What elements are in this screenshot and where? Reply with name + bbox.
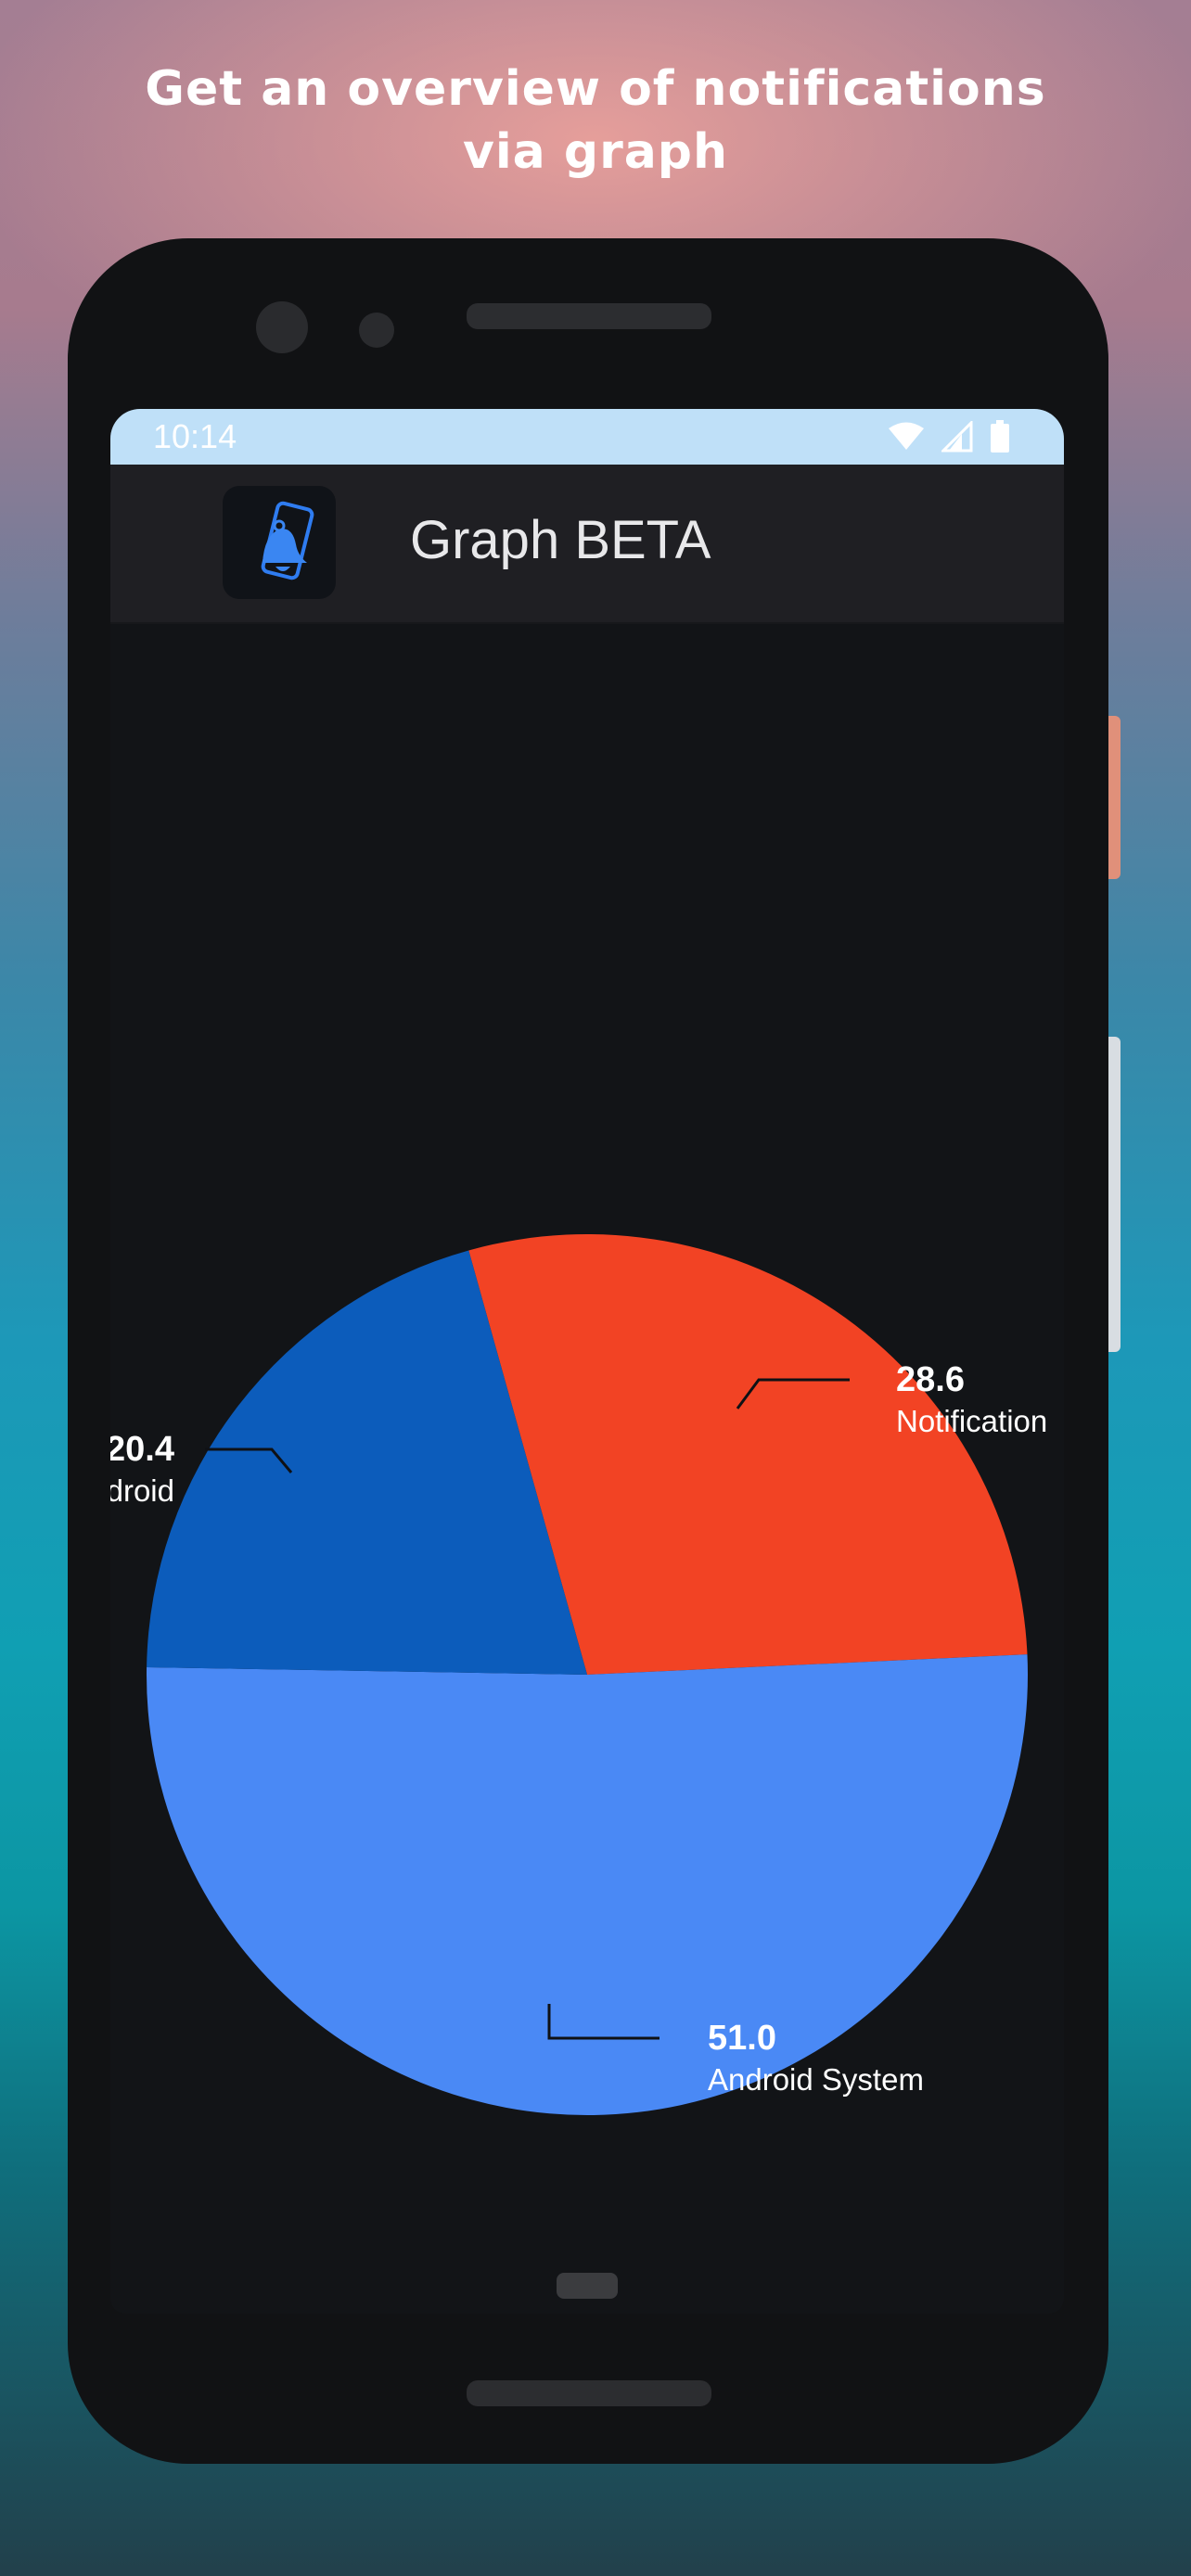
bottom-speaker <box>467 2380 711 2406</box>
pie-leader-line <box>736 1378 850 1409</box>
pie-slice-android-system <box>146 1654 1029 2116</box>
promo-title-line-1: Get an overview of notifications <box>145 61 1046 117</box>
front-camera <box>256 301 308 353</box>
pie-chart: 28.6 Notification 51.0 Android System 20.4 An… <box>110 1234 1047 2116</box>
pie-slice-notification <box>468 1234 1028 1675</box>
app-title: Graph BETA <box>410 510 711 570</box>
pie-category-label: Android <box>110 1473 174 1508</box>
pie-value-label: 28.6 <box>896 1360 965 1399</box>
chart-area: 28.6 Notification 51.0 Android System 20.4 An… <box>110 624 1064 2275</box>
pie-value-label: 20.4 <box>110 1430 174 1469</box>
status-time: 10:14 <box>153 417 237 455</box>
promo-title-line-2: via graph <box>462 124 729 180</box>
notification-bell-phone-icon[interactable] <box>223 486 336 599</box>
status-icons <box>888 420 1010 453</box>
app-bar: Graph BETA <box>110 465 1064 624</box>
front-sensor <box>359 312 394 348</box>
earpiece-speaker <box>467 303 711 329</box>
pie-leader-line <box>547 2004 660 2040</box>
pie-category-label: Notification <box>896 1404 1047 1438</box>
pie-category-label: Android System <box>708 2062 924 2097</box>
promo-title: Get an overview of notifications via gra… <box>0 57 1191 184</box>
cellular-signal-icon <box>941 421 973 453</box>
navigation-home-pill[interactable] <box>557 2273 618 2299</box>
wifi-icon <box>889 422 924 450</box>
phone-screen: 10:14 <box>110 409 1064 2314</box>
battery-icon <box>991 420 1009 453</box>
pie-value-label: 51.0 <box>708 2019 776 2058</box>
pie-slice-android <box>147 1250 587 1675</box>
phone-frame: 10:14 <box>68 238 1108 2464</box>
pie-leader-line <box>205 1447 293 1473</box>
status-bar: 10:14 <box>110 409 1064 465</box>
